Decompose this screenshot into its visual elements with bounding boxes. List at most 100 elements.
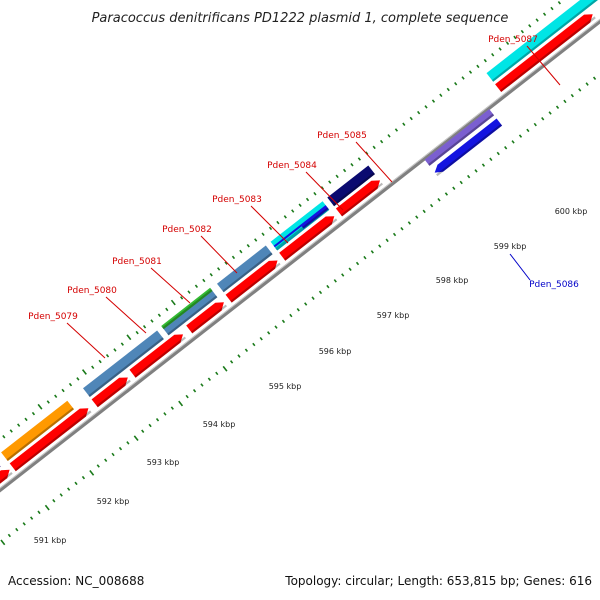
tick-inner [333,279,337,283]
tick-inner [474,169,478,173]
cog-gene-shade [88,337,164,397]
gene-label: Pden_5081 [112,257,162,267]
kbp-label: 597 kbp [377,311,410,320]
cds-forward [9,408,89,472]
tick-outer [254,238,258,242]
tick-outer [217,267,221,271]
tick-inner [229,360,234,364]
gene-label: Pden_5086 [529,280,579,290]
tick-inner [37,510,41,515]
tick-inner [104,458,108,462]
map-layer: 591 kbp 592 kbp 593 kbp 594 kbp 595 kbp 596 k… [0,0,600,546]
gene-label: Pden_5083 [212,195,262,205]
cds-reverse-shade [436,123,503,177]
backbone-highlight [0,18,600,489]
tick-outer [335,174,339,179]
tick-outer [202,278,206,283]
map-title: Paracoccus denitrificans PD1222 plasmid … [92,11,509,26]
tick-outer [520,29,524,34]
tick-inner [555,105,560,109]
tick-outer [454,81,458,86]
tick-outer [328,180,332,184]
tick-inner [7,533,11,538]
tick-inner [133,435,139,442]
tick-outer [224,261,228,265]
tick-outer [98,359,102,364]
cds-forward [0,469,10,484]
tick-outer [409,116,413,121]
tick-outer [46,400,50,404]
tick-inner [267,331,271,335]
cog-gene-shade [0,465,1,468]
tick-outer [417,110,421,115]
kbp-label: 592 kbp [97,497,130,506]
tick-inner [467,174,471,179]
tick-inner [363,255,367,260]
tick-inner [385,238,389,243]
tick-inner [126,441,130,445]
tick-inner [341,273,345,277]
tick-inner [592,76,597,81]
tick-outer [342,168,347,173]
cog-gene [217,245,273,293]
tick-outer [387,134,391,138]
topology-summary: Topology: circular; Length: 653,815 bp; … [284,574,592,588]
cds-forward [225,260,278,303]
tick-outer [150,319,154,323]
kbp-label: 599 kbp [494,242,527,251]
cog-gene-green-shade [162,289,213,330]
tick-inner [511,140,515,144]
tick-inner [15,527,19,532]
tick-inner [192,389,197,393]
tick-inner [355,261,360,266]
tick-inner [207,377,211,381]
tick-outer [372,145,376,150]
tick-outer [550,6,554,11]
tick-inner [326,284,330,289]
tick-outer [142,325,147,329]
tick-inner [407,221,411,225]
tick-outer [513,35,517,40]
tick-inner [259,336,263,341]
tick-inner [415,215,419,219]
kbp-label: 600 kbp [555,207,588,216]
cds-forward [335,180,380,217]
cog-gene [486,0,598,82]
tick-outer [402,122,406,126]
tick-inner [392,232,397,237]
cog-gene [161,288,218,336]
tick-outer [157,313,161,317]
tick-outer [187,290,191,294]
cds-forward-shade [499,16,596,92]
kbp-label: 593 kbp [147,458,180,467]
cog-gene-reverse [424,109,495,166]
gene-label-leader [355,141,393,183]
cog-gene-shade [167,295,218,336]
cog-gene [0,465,1,468]
tick-inner [570,93,574,98]
cog-gene [1,400,75,461]
tick-inner [437,198,441,202]
cds-forward-shade [340,182,383,217]
tick-inner [481,163,486,167]
tick-outer [170,299,176,306]
tick-inner [89,470,95,476]
gene-label-leader [150,267,191,304]
tick-outer [468,70,473,74]
tick-inner [400,226,404,231]
tick-outer [113,348,117,352]
cds-forward-shade [0,472,13,484]
tick-inner [200,383,204,387]
tick-inner [44,504,50,511]
kbp-label: 595 kbp [269,382,302,391]
tick-inner [311,296,315,300]
tick-outer [305,197,310,202]
kbp-label: 596 kbp [319,347,352,356]
tick-outer [276,220,280,225]
cog-gene-shade [6,407,74,461]
tick-inner [496,151,500,156]
cds-forward [91,377,128,408]
cog-gene-cyan-inset-shade [275,227,304,250]
tick-outer [165,307,169,312]
backbone [0,18,600,493]
